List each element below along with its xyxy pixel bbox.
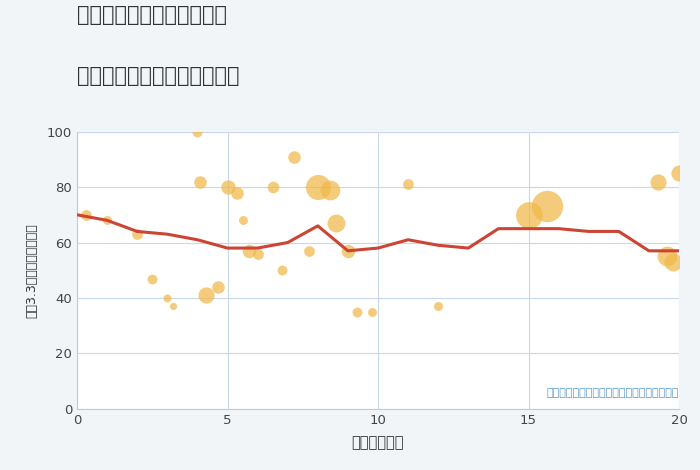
Point (288, 153, 300, 160)
Point (252, 250, 263, 258)
Point (147, 275, 158, 282)
Point (366, 308, 377, 316)
Point (652, 178, 664, 185)
Point (276, 266, 287, 274)
Point (201, 291, 212, 299)
Point (222, 183, 233, 191)
Point (231, 189, 242, 196)
Point (168, 303, 179, 310)
Point (342, 247, 354, 255)
Point (324, 186, 335, 194)
Point (541, 203, 552, 210)
Point (351, 308, 363, 316)
Point (667, 258, 678, 266)
Point (662, 253, 673, 260)
Point (102, 217, 113, 224)
X-axis label: 駅距離（分）: 駅距離（分） (351, 435, 405, 450)
Point (523, 211, 534, 219)
Y-axis label: 坪（3.3㎡）単価（万円）: 坪（3.3㎡）単価（万円） (26, 223, 38, 318)
Text: 駅距離別中古マンション価格: 駅距離別中古マンション価格 (77, 66, 239, 86)
Point (237, 217, 248, 224)
Point (213, 283, 224, 290)
Point (162, 294, 173, 302)
Point (243, 247, 254, 255)
Point (312, 183, 323, 191)
Point (330, 219, 342, 227)
Point (303, 247, 314, 255)
Text: 円の大きさは、取引のあった物件面積を示す: 円の大きさは、取引のあった物件面積を示す (547, 388, 679, 398)
Point (195, 178, 206, 185)
Point (433, 303, 444, 310)
Point (267, 183, 278, 191)
Point (402, 180, 414, 188)
Point (192, 128, 203, 135)
Point (673, 169, 685, 177)
Text: 三重県松阪市嬉野黒野町の: 三重県松阪市嬉野黒野町の (77, 5, 227, 25)
Point (132, 230, 143, 238)
Point (80, 211, 92, 219)
